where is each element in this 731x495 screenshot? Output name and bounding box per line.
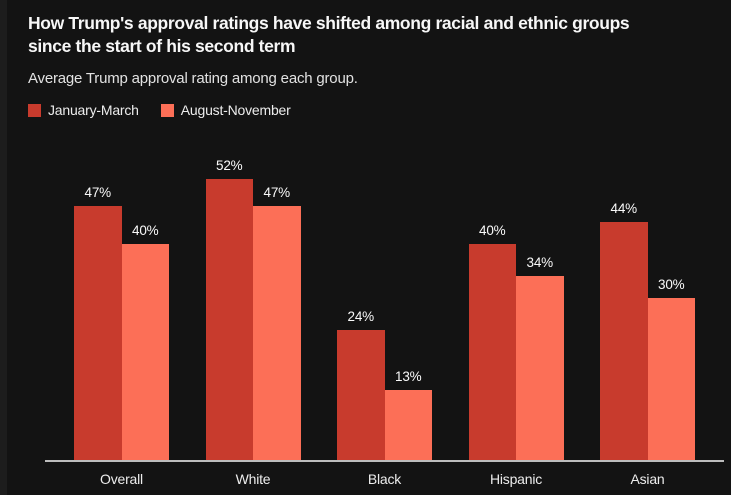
bar-value-label: 47% bbox=[84, 185, 112, 201]
bar-january-march-asian: 44% bbox=[600, 201, 648, 460]
bar-group-overall: 47% 40% bbox=[74, 185, 169, 460]
legend-item-january-march: January-March bbox=[28, 102, 139, 118]
category-label-white: White bbox=[235, 471, 271, 487]
bar-august-november-black: 13% bbox=[384, 369, 432, 460]
bar-value-label: 52% bbox=[216, 158, 243, 174]
category-label-overall: Overall bbox=[100, 471, 143, 487]
bar-value-label: 47% bbox=[263, 185, 291, 201]
bar-value-label: 40% bbox=[479, 223, 506, 238]
legend-swatch-icon bbox=[28, 103, 41, 117]
category-label-asian: Asian bbox=[630, 471, 665, 487]
bar-chart: 47% 40% 52% 47% 24% 13% 40% 34% 44% 30% Overall Wh… bbox=[45, 130, 724, 487]
chart-title: How Trump's approval ratings have shifte… bbox=[28, 13, 630, 56]
bar-group-black: 24% 13% bbox=[337, 309, 432, 460]
bar-group-hispanic: 40% 34% bbox=[468, 223, 564, 460]
chart-subtitle: Average Trump approval rating among each… bbox=[28, 70, 358, 87]
legend-label: January-March bbox=[48, 102, 139, 118]
bar-group-asian: 44% 30% bbox=[600, 201, 695, 460]
bar-value-label: 34% bbox=[526, 255, 554, 271]
legend: January-March August-November bbox=[28, 102, 731, 118]
bar-january-march-hispanic: 40% bbox=[468, 223, 516, 460]
bar-august-november-hispanic: 34% bbox=[516, 255, 564, 460]
category-labels: Overall White Black Hispanic Asian bbox=[45, 471, 724, 487]
bar-january-march-white: 52% bbox=[205, 158, 253, 460]
bar-august-november-white: 47% bbox=[253, 185, 301, 460]
bar-august-november-asian: 30% bbox=[647, 277, 695, 460]
bar-group-white: 52% 47% bbox=[205, 158, 301, 460]
legend-item-august-november: August-November bbox=[160, 102, 291, 118]
category-label-hispanic: Hispanic bbox=[489, 471, 543, 487]
page-edge-strip bbox=[0, 0, 7, 495]
bar-value-label: 24% bbox=[347, 309, 375, 325]
bar-value-label: 44% bbox=[610, 201, 638, 217]
bar-january-march-black: 24% bbox=[337, 309, 385, 460]
bar-august-november-overall: 40% bbox=[121, 223, 169, 460]
plot-area: 47% 40% 52% 47% 24% 13% 40% 34% 44% 30% bbox=[45, 130, 724, 462]
bar-value-label: 40% bbox=[132, 223, 159, 238]
bar-january-march-overall: 47% bbox=[74, 185, 122, 460]
bar-value-label: 13% bbox=[395, 368, 422, 384]
category-label-black: Black bbox=[367, 471, 402, 487]
legend-swatch-icon bbox=[160, 103, 174, 117]
legend-label: August-November bbox=[180, 102, 291, 118]
bar-value-label: 30% bbox=[658, 277, 685, 292]
